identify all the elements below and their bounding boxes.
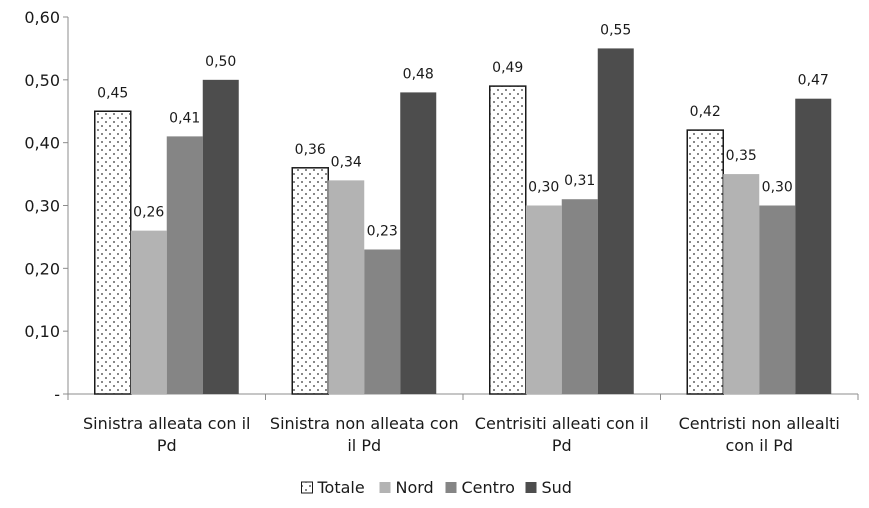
legend-label-nord: Nord bbox=[396, 478, 434, 497]
bar-totale bbox=[489, 85, 527, 395]
bar-centro bbox=[561, 199, 598, 394]
data-label: 0,48 bbox=[403, 66, 434, 82]
legend: Totale Nord Centro Sud bbox=[301, 478, 572, 497]
data-label: 0,34 bbox=[331, 154, 362, 170]
y-tick-label: 0,20 bbox=[24, 259, 60, 278]
bar-sud bbox=[795, 98, 832, 394]
bars bbox=[94, 48, 832, 395]
data-label: 0,47 bbox=[798, 73, 829, 89]
y-tick-label: 0,60 bbox=[24, 8, 60, 27]
legend-label-sud: Sud bbox=[542, 478, 572, 497]
bar-totale bbox=[94, 110, 132, 395]
legend-swatch-totale bbox=[301, 481, 313, 494]
bar-sud bbox=[400, 92, 437, 395]
data-label: 0,50 bbox=[205, 54, 236, 70]
category-label: Pd bbox=[552, 436, 572, 455]
category-label: con il Pd bbox=[725, 436, 793, 455]
y-tick-label: 0,30 bbox=[24, 197, 60, 216]
legend-swatch-sud bbox=[525, 482, 537, 493]
data-label: 0,26 bbox=[133, 205, 164, 221]
data-label: 0,23 bbox=[367, 223, 398, 239]
data-label: 0,55 bbox=[600, 22, 631, 38]
data-label: 0,42 bbox=[690, 104, 721, 120]
category-label: Pd bbox=[157, 436, 177, 455]
data-label: 0,45 bbox=[97, 85, 128, 101]
category-label: Centristi non allealti bbox=[679, 414, 840, 433]
legend-label-totale: Totale bbox=[317, 478, 365, 497]
axes: - 0,10 0,20 0,30 0,40 0,50 0,60 bbox=[24, 8, 859, 404]
data-label: 0,30 bbox=[762, 180, 793, 196]
category-label: Sinistra alleata con il bbox=[83, 414, 250, 433]
legend-swatch-centro bbox=[445, 482, 457, 493]
data-label: 0,30 bbox=[528, 180, 559, 196]
bar-centro bbox=[364, 249, 401, 394]
y-tick-label: - bbox=[54, 385, 60, 404]
bar-centro bbox=[166, 136, 203, 394]
data-label: 0,35 bbox=[726, 148, 757, 164]
data-labels: 0,45 0,26 0,41 0,50 0,36 0,34 0,23 0,48 0,49 0,30… bbox=[97, 22, 829, 239]
bar-centro bbox=[759, 205, 796, 394]
bar-totale bbox=[686, 129, 724, 395]
y-tick-label: 0,50 bbox=[24, 71, 60, 90]
bar-nord bbox=[130, 230, 167, 394]
data-label: 0,49 bbox=[492, 60, 523, 76]
bar-nord bbox=[723, 174, 760, 394]
category-label: Sinistra non alleata con bbox=[270, 414, 459, 433]
bar-totale bbox=[291, 167, 329, 395]
y-tick-label: 0,40 bbox=[24, 134, 60, 153]
data-label: 0,41 bbox=[169, 110, 200, 126]
category-labels: Sinistra alleata con il Pd Sinistra non al… bbox=[83, 414, 840, 455]
category-label: Centrisiti alleati con il bbox=[475, 414, 649, 433]
legend-swatch-nord bbox=[379, 482, 391, 493]
bar-nord bbox=[328, 180, 365, 394]
bar-sud bbox=[597, 48, 634, 395]
data-label: 0,31 bbox=[564, 173, 595, 189]
category-label: il Pd bbox=[347, 436, 381, 455]
bar-sud bbox=[202, 79, 239, 394]
y-tick-label: 0,10 bbox=[24, 322, 60, 341]
legend-label-centro: Centro bbox=[462, 478, 515, 497]
data-label: 0,36 bbox=[295, 142, 326, 158]
bar-nord bbox=[525, 205, 562, 394]
